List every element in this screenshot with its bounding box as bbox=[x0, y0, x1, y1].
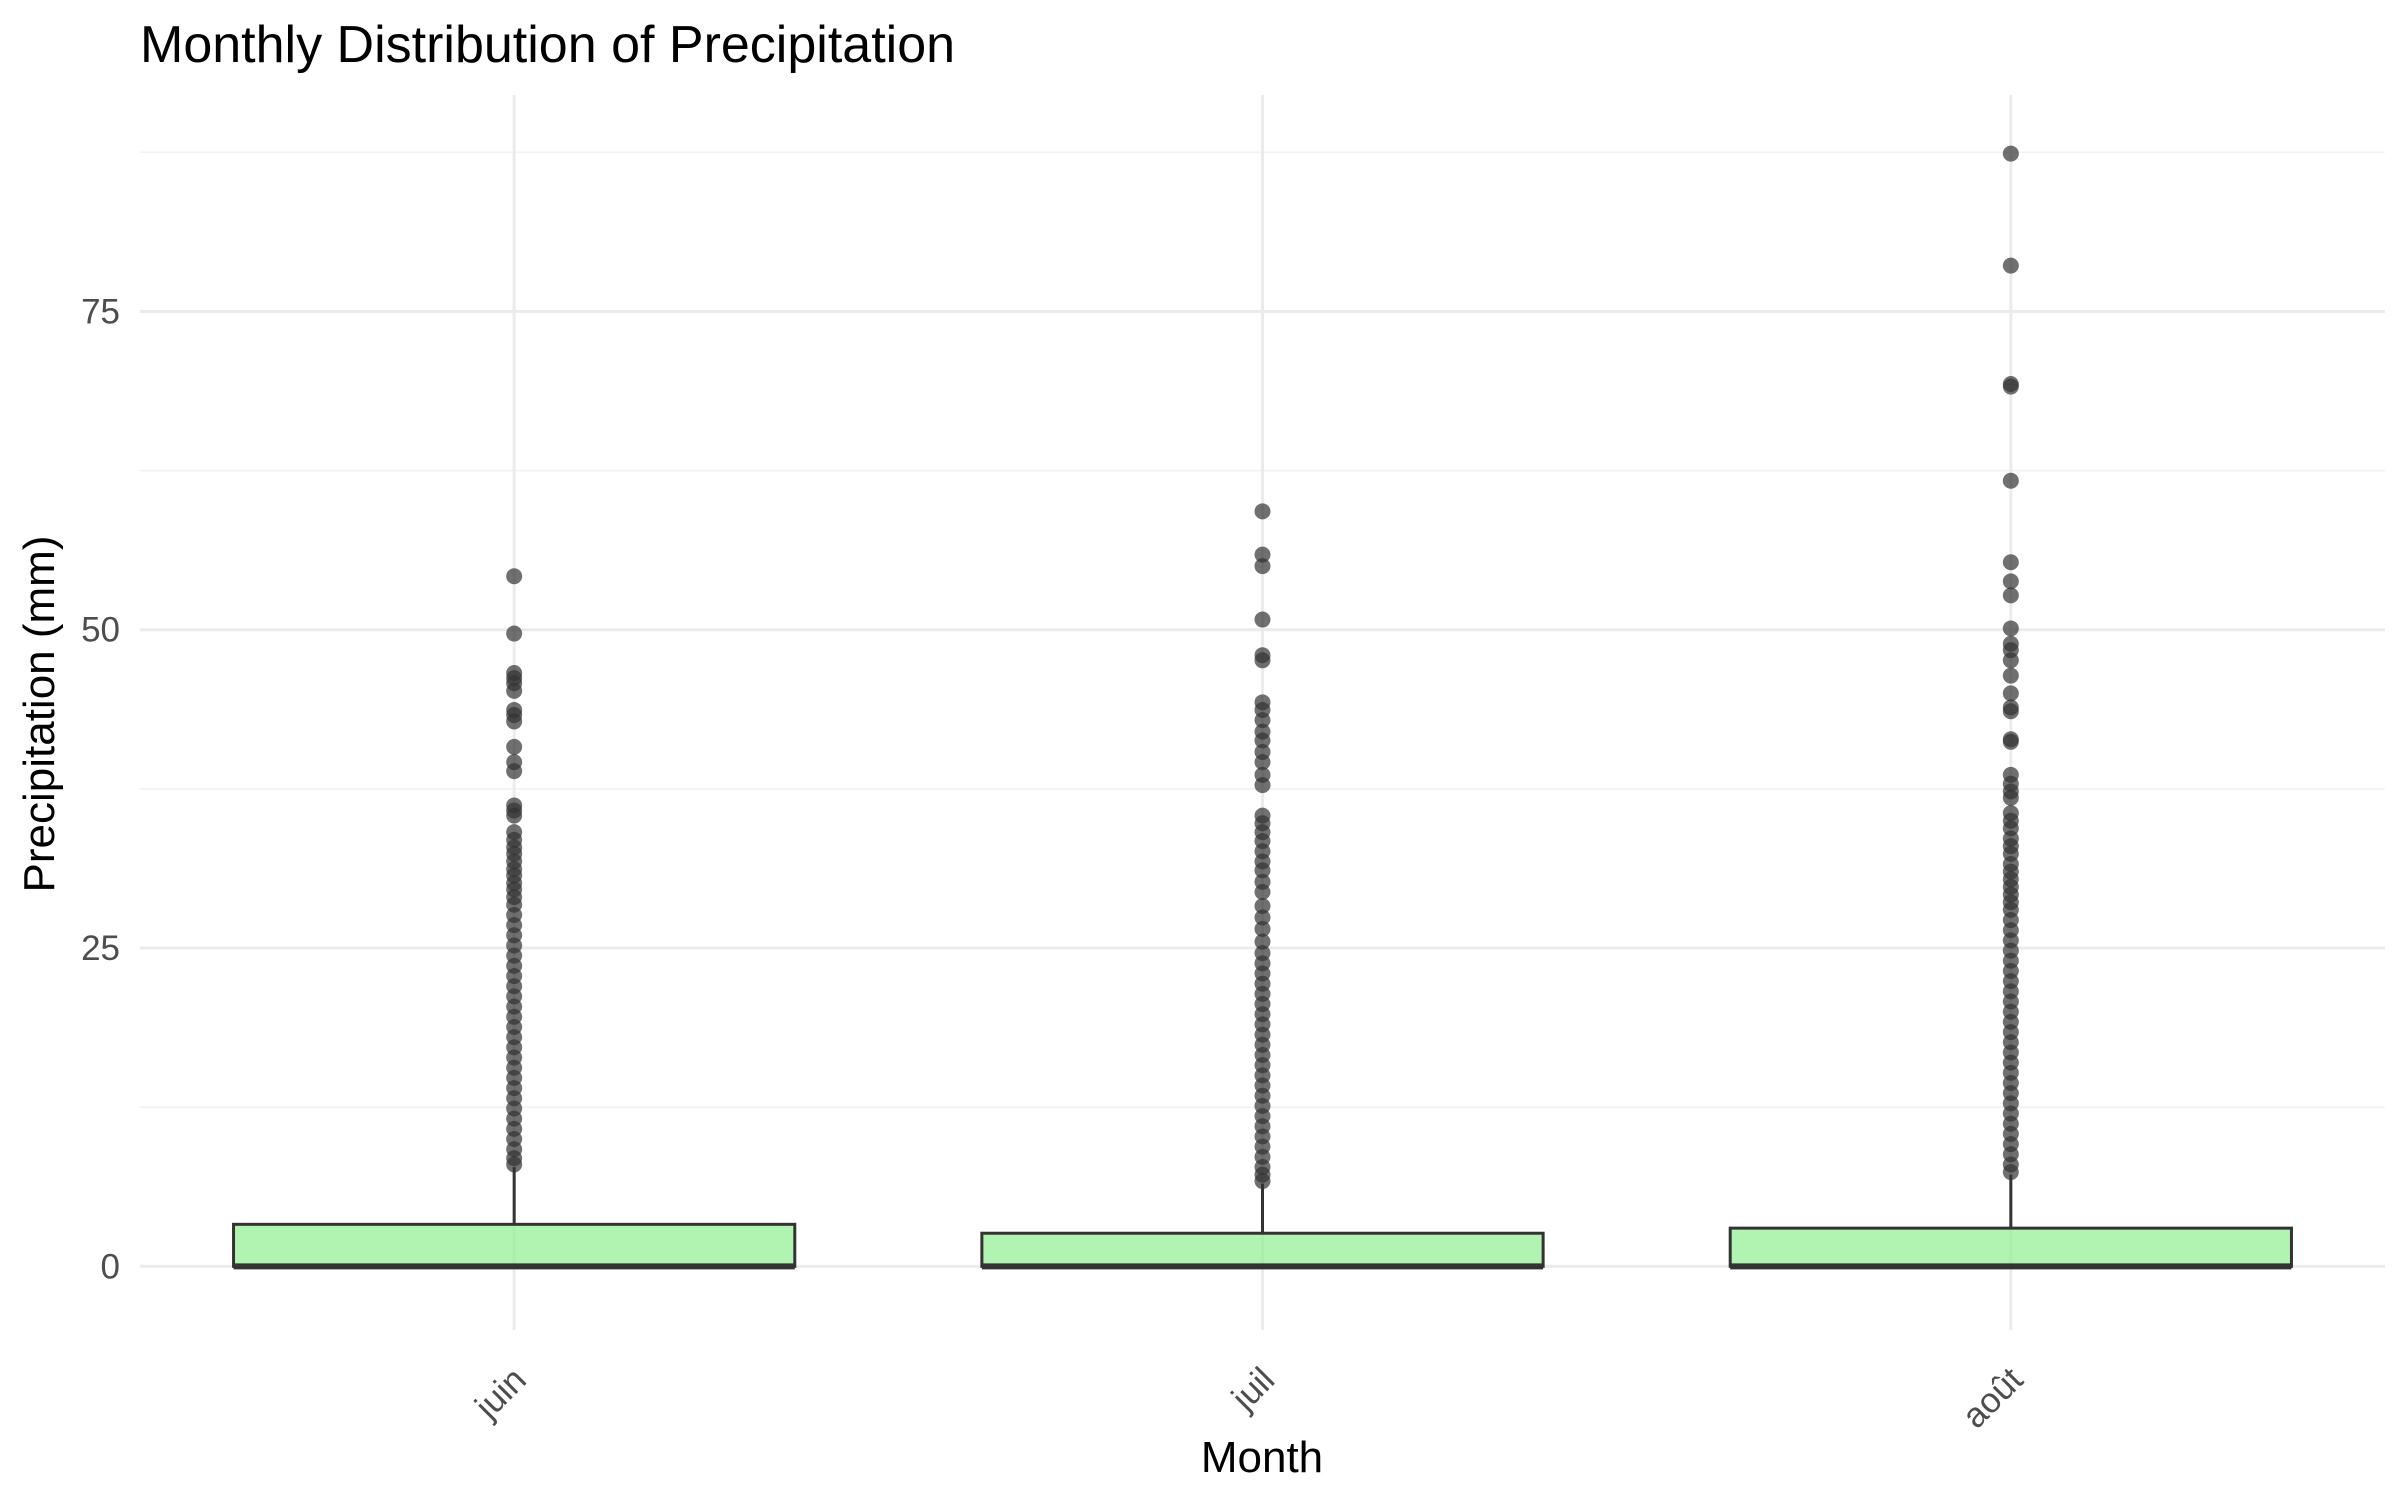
x-axis-label: Month bbox=[1201, 1433, 1323, 1482]
y-tick-label: 75 bbox=[81, 292, 120, 331]
outlier-point bbox=[2002, 587, 2019, 604]
box-group-0 bbox=[232, 568, 797, 1270]
outlier-point bbox=[1254, 920, 1271, 937]
outlier-point bbox=[1254, 862, 1271, 879]
outlier-point bbox=[1254, 558, 1271, 575]
outlier-point bbox=[1254, 732, 1271, 749]
box-rect bbox=[980, 1231, 1545, 1268]
outlier-point bbox=[2002, 685, 2019, 702]
x-tick-label: août bbox=[1955, 1360, 2031, 1436]
outlier-point bbox=[2002, 733, 2019, 750]
box-rect bbox=[1728, 1226, 2293, 1268]
outlier-point bbox=[1254, 933, 1271, 950]
boxes bbox=[232, 145, 2293, 1270]
outlier-point bbox=[1254, 546, 1271, 563]
y-tick-label: 50 bbox=[81, 611, 120, 650]
outlier-point bbox=[2002, 554, 2019, 571]
x-tick-label: juin bbox=[467, 1360, 534, 1427]
outlier-point bbox=[2002, 257, 2019, 274]
outlier-point bbox=[2002, 652, 2019, 669]
outlier-point bbox=[2002, 573, 2019, 590]
outlier-point bbox=[1254, 777, 1271, 794]
box-group-2 bbox=[1728, 145, 2293, 1270]
y-axis-label: Precipitation (mm) bbox=[15, 536, 64, 893]
outlier-point bbox=[2002, 472, 2019, 489]
outlier-point bbox=[1254, 652, 1271, 669]
y-tick-label: 25 bbox=[81, 929, 120, 968]
outlier-point bbox=[2002, 667, 2019, 684]
box-rect bbox=[232, 1222, 797, 1268]
outlier-point bbox=[1254, 754, 1271, 771]
x-tick-label: juil bbox=[1224, 1360, 1283, 1419]
outlier-point bbox=[1254, 909, 1271, 926]
outlier-point bbox=[1254, 712, 1271, 729]
outlier-point bbox=[506, 682, 523, 699]
outlier-point bbox=[506, 763, 523, 780]
outlier-point bbox=[2002, 703, 2019, 720]
outlier-point bbox=[506, 713, 523, 730]
outlier-point bbox=[1254, 611, 1271, 628]
outlier-point bbox=[1254, 898, 1271, 915]
outlier-point bbox=[2002, 620, 2019, 637]
box-group-1 bbox=[980, 503, 1545, 1270]
outlier-point bbox=[1254, 1173, 1271, 1190]
outlier-point bbox=[506, 1156, 523, 1173]
outlier-point bbox=[2002, 378, 2019, 395]
outlier-point bbox=[506, 807, 523, 824]
outlier-point bbox=[506, 625, 523, 642]
outlier-point bbox=[2002, 789, 2019, 806]
outlier-point bbox=[2002, 1164, 2019, 1181]
outlier-point bbox=[1254, 503, 1271, 520]
outlier-point bbox=[2002, 145, 2019, 162]
chart-title: Monthly Distribution of Precipitation bbox=[140, 16, 955, 74]
outlier-point bbox=[1254, 884, 1271, 901]
outlier-point bbox=[506, 738, 523, 755]
y-tick-label: 0 bbox=[101, 1247, 120, 1286]
outlier-point bbox=[506, 568, 523, 585]
